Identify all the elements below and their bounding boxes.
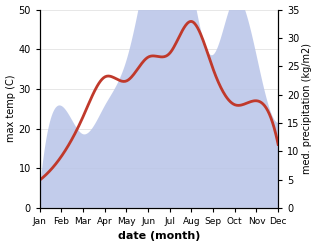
X-axis label: date (month): date (month)	[118, 231, 200, 242]
Y-axis label: max temp (C): max temp (C)	[5, 75, 16, 143]
Y-axis label: med. precipitation (kg/m2): med. precipitation (kg/m2)	[302, 43, 313, 174]
